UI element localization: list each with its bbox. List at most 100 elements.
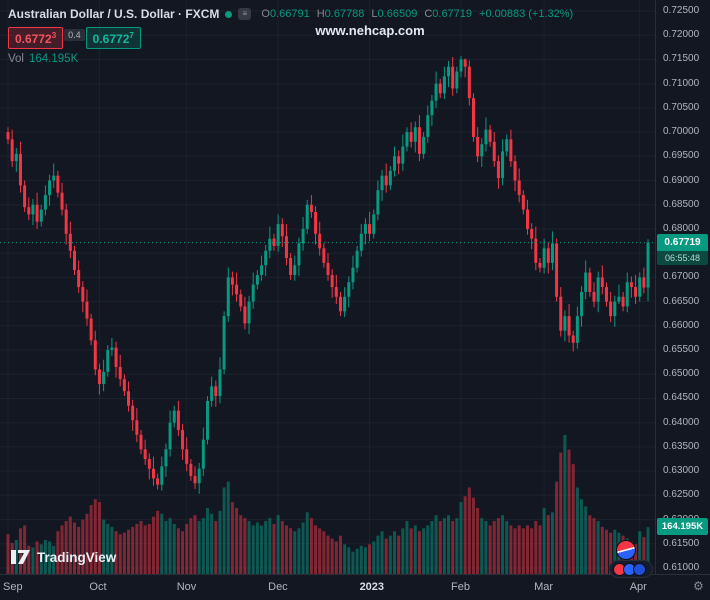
volume-bar	[39, 544, 43, 575]
volume-bar	[359, 545, 363, 575]
price-axis-label: 0.65000	[663, 368, 700, 380]
volume-bar	[189, 518, 193, 575]
candle-body	[509, 139, 513, 162]
symbol-title[interactable]: Australian Dollar / U.S. Dollar · FXCM	[8, 7, 220, 21]
candle-body	[521, 195, 525, 210]
volume-bar	[638, 531, 642, 575]
candle-body	[247, 301, 251, 324]
volume-bar	[106, 523, 110, 575]
volume-bar	[185, 523, 189, 575]
candle-body	[284, 236, 288, 259]
candle-body	[218, 369, 222, 397]
volume-bar	[434, 515, 438, 575]
price-axis-label: 0.72500	[663, 5, 700, 16]
volume-bar	[463, 496, 467, 575]
volume-bar	[613, 529, 617, 575]
price-axis-label: 0.64000	[663, 416, 700, 428]
price-axis-label: 0.65500	[663, 344, 700, 356]
volume-bar	[6, 534, 10, 575]
candle-body	[617, 296, 621, 302]
candle-body	[580, 291, 584, 317]
price-axis-label: 0.69000	[663, 174, 700, 186]
volume-bar	[393, 531, 397, 575]
volume-bar	[226, 481, 230, 575]
axis-settings-icon[interactable]: ⚙	[693, 579, 704, 593]
volume-bar	[93, 499, 97, 575]
candle-body	[642, 277, 646, 288]
volume-bar	[181, 531, 185, 575]
volume-bar	[230, 502, 234, 575]
candle-body	[122, 379, 126, 392]
candle-body	[555, 243, 559, 297]
legend-row-symbol: Australian Dollar / U.S. Dollar · FXCM ≡…	[8, 5, 573, 23]
volume-bar	[405, 521, 409, 575]
price-axis-label: 0.70000	[663, 126, 700, 138]
candle-body	[517, 180, 521, 196]
price-axis[interactable]: 0.67719 06:55:48 164.195K 0.72500 0.72000…	[655, 0, 710, 575]
volume-bar	[73, 522, 76, 575]
volume-bar	[517, 525, 521, 575]
candle-body	[280, 224, 284, 237]
volume-bar	[156, 510, 160, 575]
candle-body	[338, 296, 342, 312]
candle-body	[131, 405, 135, 421]
volume-bar	[160, 513, 164, 575]
panel-menu-icon[interactable]: ≡	[238, 8, 252, 20]
sentiment-widget-button[interactable]	[616, 540, 636, 560]
chart-legend: Australian Dollar / U.S. Dollar · FXCM ≡…	[8, 5, 573, 65]
tradingview-logo[interactable]: TradingView	[10, 549, 116, 565]
candle-body	[438, 83, 442, 94]
time-axis[interactable]: ⚙ Sep Oct Nov Dec 2023 Feb Mar Apr	[0, 574, 710, 600]
candle-body	[422, 136, 426, 154]
price-axis-label: 0.71000	[663, 77, 700, 89]
volume-bar	[634, 544, 638, 575]
sell-button[interactable]: 0.67723	[8, 26, 64, 49]
candle-body	[197, 468, 201, 484]
candle-body	[434, 83, 438, 101]
volume-bar	[243, 518, 247, 575]
volume-bar	[592, 518, 596, 575]
candle-body	[372, 214, 376, 234]
volume-bar	[409, 528, 413, 575]
volume-bar	[338, 535, 342, 575]
volume-bar	[584, 506, 588, 575]
candle-body	[193, 475, 197, 484]
volume-bar	[600, 526, 604, 575]
candle-body	[10, 139, 14, 162]
candle-body	[455, 71, 459, 89]
volume-bar	[642, 537, 646, 575]
volume-bar	[604, 529, 608, 575]
candle-body	[596, 277, 600, 302]
price-axis-label: 0.69500	[663, 150, 700, 162]
candle-body	[471, 98, 475, 137]
volume-bar	[384, 538, 388, 575]
open-label: O	[261, 8, 270, 20]
high-value: 0.67788	[324, 8, 365, 20]
candle-body	[388, 170, 392, 186]
volume-bar	[43, 540, 47, 575]
volume-bar	[322, 531, 326, 575]
buy-button[interactable]: 0.67727	[85, 26, 141, 49]
volume-bar	[85, 513, 89, 575]
volume-bar	[372, 541, 376, 575]
time-axis-label: Nov	[176, 581, 197, 593]
volume-bar	[197, 521, 201, 575]
volume-bar	[455, 518, 459, 575]
volume-bar	[426, 525, 430, 575]
volume-bar	[496, 518, 500, 575]
volume-badge: 164.195K	[657, 518, 708, 536]
reactions-widget[interactable]	[609, 560, 653, 578]
candle-body	[135, 420, 139, 435]
candle-body	[513, 161, 517, 181]
candle-body	[384, 175, 388, 186]
volume-bar	[580, 499, 584, 575]
volume-bar	[492, 521, 496, 575]
volume-bar	[376, 535, 380, 575]
candle-body	[526, 209, 529, 229]
candle-body	[492, 141, 496, 162]
candlestick-chart-canvas[interactable]	[0, 0, 655, 575]
volume-bar	[596, 521, 600, 575]
candle-body	[613, 301, 617, 317]
candle-body	[542, 248, 546, 268]
